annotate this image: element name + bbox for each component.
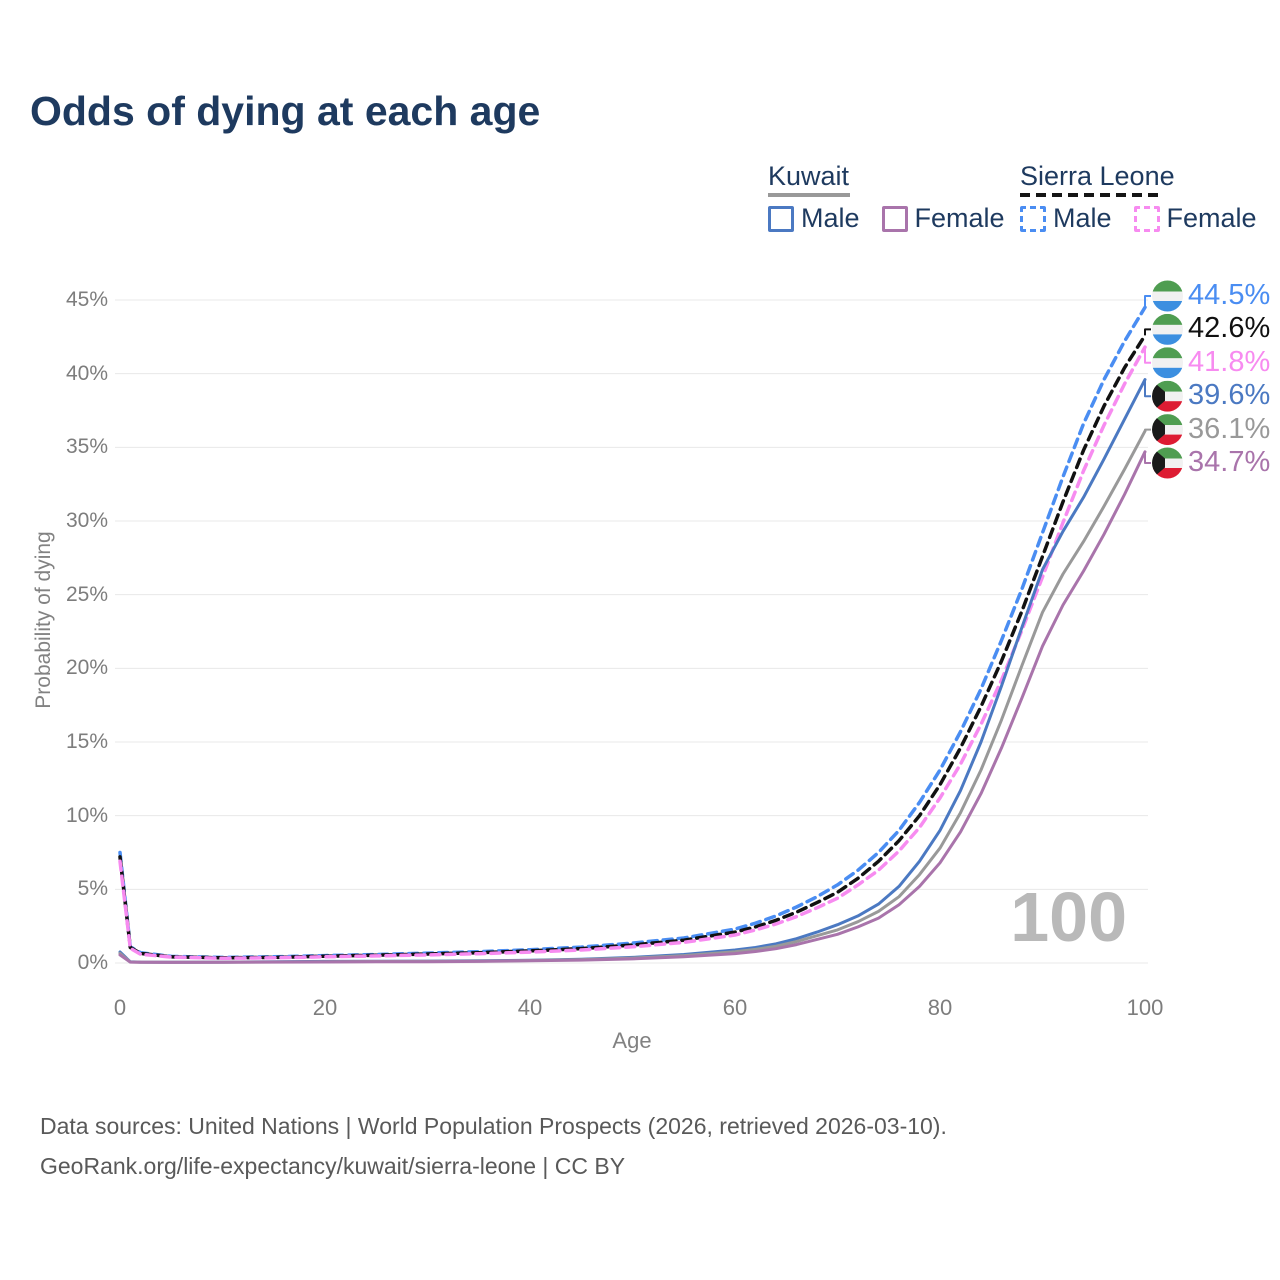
end-value-label-kuwait-female: 34.7% <box>1188 446 1271 478</box>
end-label-connector <box>1144 428 1151 432</box>
x-tick-label: 80 <box>927 995 953 1020</box>
y-tick-label: 5% <box>77 877 108 901</box>
legend-country-sierra-leone: Sierra Leone <box>1020 161 1175 191</box>
x-axis-title: Age <box>612 1028 652 1053</box>
y-tick-label: 10% <box>65 803 108 827</box>
end-label-connector <box>1144 451 1151 464</box>
series-line-kuwait-both-sexes[interactable] <box>118 429 1147 964</box>
sierra-leone-flag-icon <box>1152 347 1183 379</box>
kuwait-line-style-sample <box>768 193 850 197</box>
legend-group-sierra-leone: Sierra Leone Male Female <box>1020 162 1257 232</box>
series-line-sierra-leone-male[interactable] <box>118 305 1147 960</box>
legend-item-label: Male <box>1053 203 1112 233</box>
legend-item-kuwait-male[interactable]: Male <box>768 205 860 232</box>
series-line-kuwait-female[interactable] <box>118 450 1147 964</box>
page-title: Odds of dying at each age <box>30 88 541 134</box>
end-label-connector <box>1144 379 1151 398</box>
end-value-label-kuwait-both-sexes: 36.1% <box>1188 412 1271 445</box>
x-tick-label: 100 <box>1126 995 1164 1020</box>
end-value-label-sierra-leone-female: 41.8% <box>1188 345 1271 378</box>
legend-group-kuwait: Kuwait Male Female <box>768 162 1005 232</box>
y-tick-label: 40% <box>65 361 108 385</box>
end-value-label-sierra-leone-both-sexes: 42.6% <box>1188 312 1271 345</box>
x-tick-label: 20 <box>312 995 338 1020</box>
kuwait-flag-icon <box>1152 380 1183 412</box>
age-indicator-watermark: 100 <box>1010 878 1127 956</box>
series-line-kuwait-male[interactable] <box>118 378 1147 964</box>
y-tick-label: 30% <box>65 509 108 532</box>
legend-country-kuwait: Kuwait <box>768 161 850 191</box>
y-tick-label: 15% <box>65 730 108 753</box>
sierra-leone-line-style-sample <box>1020 193 1162 197</box>
x-tick-label: 40 <box>517 995 543 1020</box>
sierra-leone-male-swatch-icon <box>1020 205 1046 232</box>
end-label-connector <box>1144 328 1151 336</box>
y-tick-label: 35% <box>65 435 108 459</box>
y-tick-label: 25% <box>65 582 108 606</box>
footer: Data sources: United Nations | World Pop… <box>40 1106 947 1186</box>
y-axis-title: Probability of dying <box>32 531 55 709</box>
sierra-leone-female-swatch-icon <box>1133 205 1160 232</box>
kuwait-flag-icon <box>1152 414 1183 446</box>
x-tick-label: 0 <box>113 995 127 1020</box>
footer-data-sources: Data sources: United Nations | World Pop… <box>40 1113 947 1139</box>
legend-item-label: Male <box>801 203 860 233</box>
sierra-leone-flag-icon <box>1152 313 1183 345</box>
footer-attribution: GeoRank.org/life-expectancy/kuwait/sierr… <box>40 1153 626 1179</box>
series-line-sierra-leone-both-sexes[interactable] <box>118 333 1147 960</box>
legend-item-kuwait-female[interactable]: Female <box>881 203 1005 233</box>
sierra-leone-flag-icon <box>1152 280 1183 312</box>
kuwait-flag-icon <box>1152 447 1183 479</box>
end-label-connector <box>1144 347 1151 364</box>
x-tick-label: 60 <box>722 995 748 1020</box>
series-line-sierra-leone-female[interactable] <box>118 345 1147 961</box>
end-label-connector <box>1144 295 1151 308</box>
y-tick-label: 45% <box>65 288 108 311</box>
legend-item-label: Female <box>1166 203 1257 233</box>
end-value-label-sierra-leone-male: 44.5% <box>1188 279 1271 311</box>
legend-item-sierra-leone-female[interactable]: Female <box>1133 203 1257 233</box>
legend-item-sierra-leone-male[interactable]: Male <box>1020 205 1112 232</box>
kuwait-female-swatch-icon <box>881 205 908 232</box>
y-tick-label: 20% <box>65 656 108 680</box>
kuwait-male-swatch-icon <box>768 205 794 232</box>
y-tick-label: 0% <box>77 951 108 974</box>
legend-item-label: Female <box>914 203 1005 233</box>
end-value-label-kuwait-male: 39.6% <box>1188 379 1271 412</box>
